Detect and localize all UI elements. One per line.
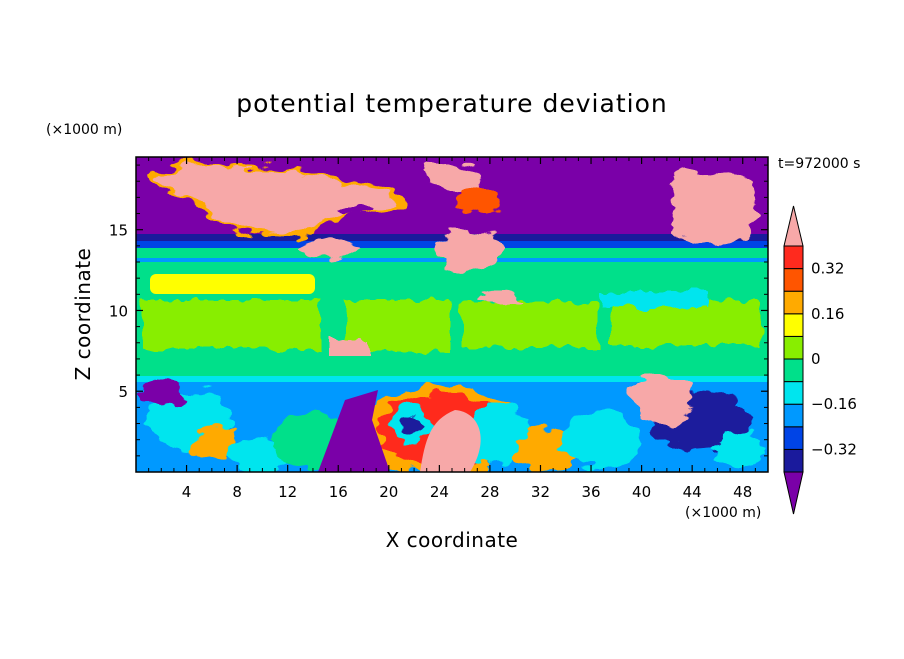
x-tick-label: 32	[531, 483, 550, 501]
x-axis-ticks: 4 8 12 16 20 24 28 32 36 40 44 48	[148, 157, 756, 501]
colorbar-box	[783, 313, 804, 337]
colorbar-box	[783, 358, 804, 383]
y-tick-label: 5	[118, 383, 128, 401]
colorbar-label: −0.16	[811, 395, 857, 413]
colorbar-box	[783, 426, 804, 450]
x-tick-label: 24	[430, 483, 449, 501]
colorbar-box	[783, 335, 804, 360]
colorbar-box	[783, 448, 804, 473]
x-unit-label: (×1000 m)	[685, 505, 761, 521]
y-tick-label: 15	[109, 222, 128, 240]
mid-green-lower	[136, 356, 768, 378]
colorbar-box	[783, 290, 804, 315]
x-tick-label: 28	[480, 483, 499, 501]
mid-lime-patches	[142, 292, 760, 375]
colorbar-box	[783, 268, 804, 292]
colorbar-label: 0.16	[811, 305, 844, 323]
y-unit-label: (×1000 m)	[46, 122, 122, 138]
x-tick-label: 44	[683, 483, 702, 501]
x-tick-label: 16	[329, 483, 348, 501]
colorbar-max-extend	[783, 205, 804, 247]
x-tick-label: 48	[733, 483, 752, 501]
y-tick-label: 10	[109, 302, 128, 320]
colorbar-label: −0.32	[811, 440, 857, 458]
x-tick-label: 12	[278, 483, 297, 501]
x-tick-label: 40	[632, 483, 651, 501]
x-tick-label: 36	[581, 483, 600, 501]
heatmap-field	[136, 157, 768, 472]
colorbar-box	[783, 403, 804, 428]
x-axis-label: X coordinate	[386, 528, 519, 552]
lower-boundary-band	[136, 376, 768, 382]
colorbar-min-extend	[783, 471, 804, 515]
y-axis-ticks: 5 10 15	[109, 164, 768, 457]
x-tick-label: 4	[182, 483, 192, 501]
colorbar-label: 0	[811, 350, 821, 368]
chart-title: potential temperature deviation	[236, 89, 667, 118]
purple-wedge	[318, 390, 390, 472]
mid-yellow-patch	[150, 274, 315, 294]
warm-blobs	[150, 162, 756, 428]
colorbar-label: 0.32	[811, 260, 844, 278]
x-tick-label: 8	[232, 483, 242, 501]
colorbar: 0.32 0.16 0 −0.16 −0.32	[783, 205, 857, 515]
time-label: t=972000 s	[778, 156, 860, 172]
colorbar-box	[783, 245, 804, 270]
x-tick-label: 20	[379, 483, 398, 501]
y-axis-label: Z coordinate	[71, 248, 95, 381]
colorbar-box	[783, 381, 804, 405]
